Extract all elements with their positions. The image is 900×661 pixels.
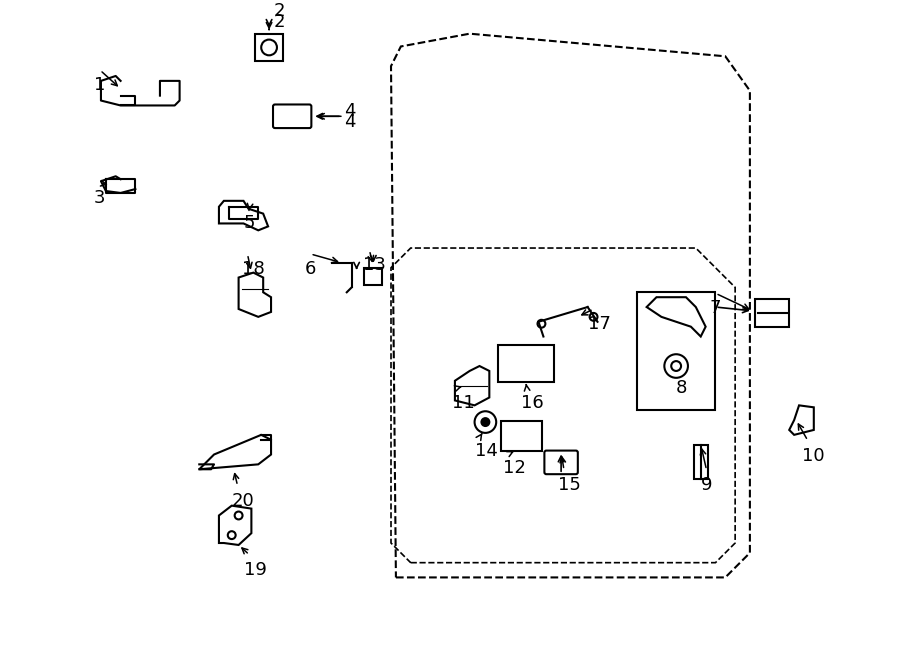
Text: 18: 18 — [241, 260, 265, 278]
Text: 6: 6 — [304, 260, 316, 278]
Text: 4: 4 — [344, 113, 356, 131]
FancyBboxPatch shape — [273, 104, 311, 128]
Text: 20: 20 — [231, 492, 255, 510]
Text: 4: 4 — [344, 102, 356, 120]
Polygon shape — [219, 506, 251, 545]
Polygon shape — [789, 405, 814, 435]
Text: 1: 1 — [94, 76, 105, 94]
Text: 3: 3 — [94, 189, 105, 207]
Polygon shape — [219, 201, 268, 230]
Polygon shape — [199, 435, 271, 469]
Polygon shape — [454, 366, 490, 405]
Text: 9: 9 — [701, 476, 712, 494]
Polygon shape — [647, 297, 706, 336]
Text: 10: 10 — [802, 447, 824, 465]
Text: 2: 2 — [274, 2, 285, 20]
FancyBboxPatch shape — [501, 421, 543, 451]
Text: 12: 12 — [503, 459, 526, 477]
Text: 19: 19 — [244, 561, 266, 579]
Text: 2: 2 — [274, 13, 285, 31]
FancyBboxPatch shape — [499, 346, 554, 382]
FancyBboxPatch shape — [364, 268, 382, 286]
FancyBboxPatch shape — [256, 34, 283, 61]
Text: 16: 16 — [521, 393, 544, 412]
Text: 17: 17 — [588, 315, 610, 333]
Text: 15: 15 — [558, 476, 581, 494]
FancyBboxPatch shape — [637, 292, 716, 410]
FancyBboxPatch shape — [755, 299, 789, 327]
FancyBboxPatch shape — [694, 445, 707, 479]
Text: 14: 14 — [474, 442, 498, 460]
Text: 7: 7 — [709, 299, 721, 317]
Text: 8: 8 — [676, 379, 688, 397]
Text: 11: 11 — [452, 393, 474, 412]
Text: 13: 13 — [364, 256, 386, 274]
Text: 5: 5 — [244, 214, 255, 231]
Circle shape — [482, 418, 490, 426]
FancyBboxPatch shape — [544, 451, 578, 474]
Polygon shape — [238, 272, 271, 317]
